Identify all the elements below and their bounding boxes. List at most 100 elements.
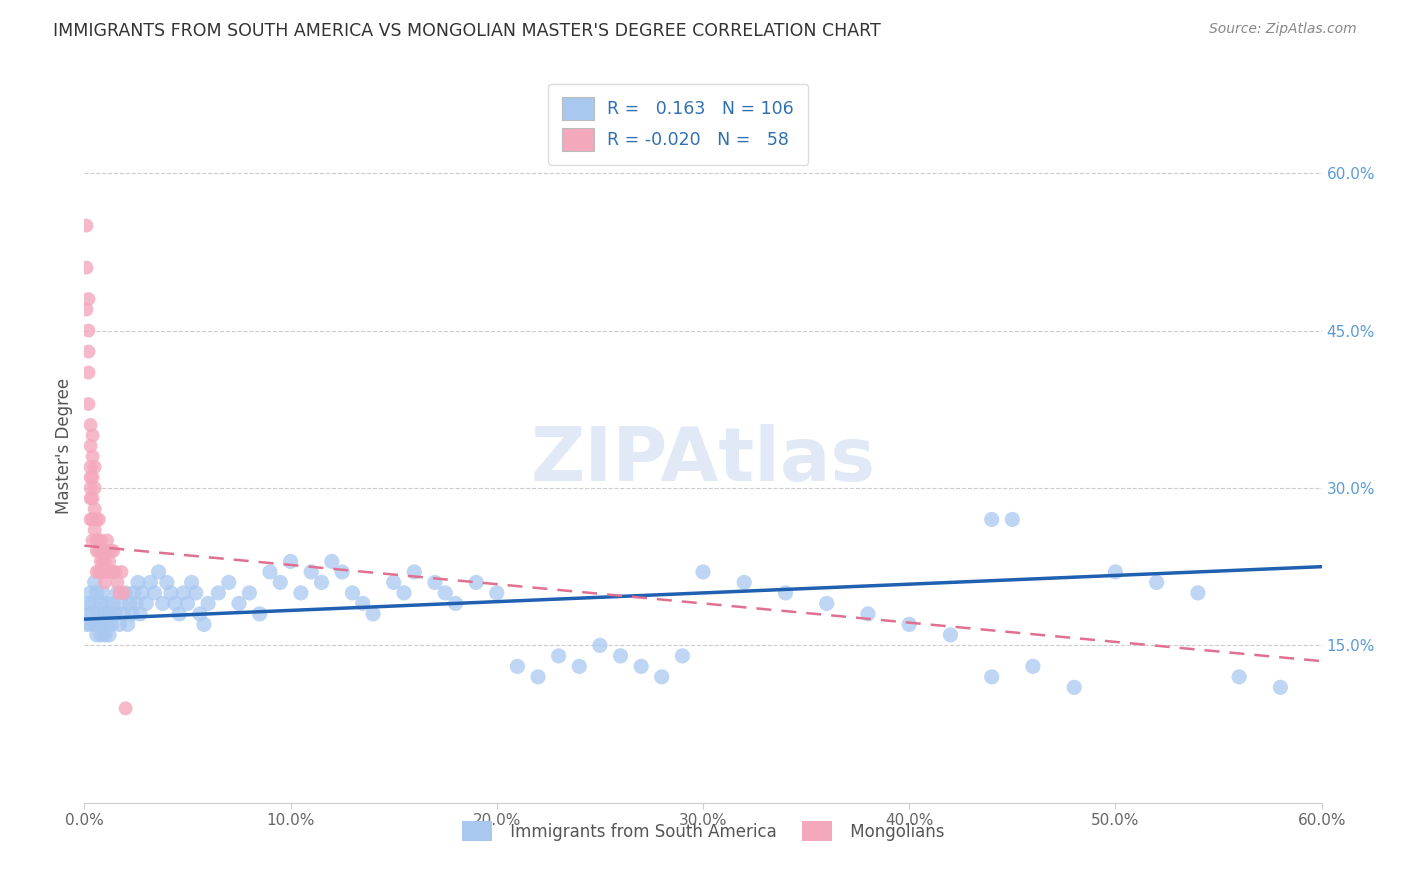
Point	[1146, 575, 1168, 590]
Point	[188, 607, 211, 621]
Point	[980, 670, 1002, 684]
Point	[96, 533, 118, 548]
Point	[589, 639, 612, 653]
Point	[121, 607, 143, 621]
Point	[290, 586, 312, 600]
Y-axis label: Master's Degree: Master's Degree	[55, 378, 73, 514]
Point	[815, 596, 838, 610]
Point	[361, 607, 384, 621]
Point	[82, 512, 104, 526]
Point	[87, 617, 110, 632]
Point	[79, 617, 101, 632]
Point	[83, 617, 105, 632]
Point	[79, 586, 101, 600]
Point	[91, 565, 114, 579]
Point	[91, 586, 114, 600]
Point	[112, 607, 135, 621]
Point	[86, 628, 108, 642]
Point	[1187, 586, 1209, 600]
Point	[94, 607, 117, 621]
Point	[79, 512, 101, 526]
Point	[392, 586, 415, 600]
Point	[91, 617, 114, 632]
Point	[352, 596, 374, 610]
Point	[104, 565, 127, 579]
Point	[75, 219, 97, 233]
Point	[733, 575, 755, 590]
Point	[75, 302, 97, 317]
Point	[79, 439, 101, 453]
Point	[83, 575, 105, 590]
Point	[259, 565, 281, 579]
Point	[98, 628, 121, 642]
Point	[103, 544, 125, 558]
Point	[103, 596, 125, 610]
Point	[82, 470, 104, 484]
Point	[108, 617, 131, 632]
Point	[100, 617, 122, 632]
Legend:  Immigrants from South America,  Mongolians: Immigrants from South America, Mongolian…	[456, 814, 950, 848]
Point	[1104, 565, 1126, 579]
Point	[129, 607, 152, 621]
Point	[135, 596, 157, 610]
Point	[630, 659, 652, 673]
Point	[77, 596, 100, 610]
Point	[1001, 512, 1024, 526]
Point	[77, 344, 100, 359]
Point	[404, 565, 426, 579]
Point	[382, 575, 405, 590]
Point	[75, 617, 97, 632]
Point	[207, 586, 229, 600]
Point	[775, 586, 797, 600]
Point	[103, 565, 125, 579]
Point	[91, 544, 114, 558]
Point	[110, 596, 132, 610]
Point	[118, 596, 141, 610]
Text: ZIPAtlas: ZIPAtlas	[530, 424, 876, 497]
Point	[152, 596, 174, 610]
Point	[108, 586, 131, 600]
Point	[86, 565, 108, 579]
Point	[87, 533, 110, 548]
Text: IMMIGRANTS FROM SOUTH AMERICA VS MONGOLIAN MASTER'S DEGREE CORRELATION CHART: IMMIGRANTS FROM SOUTH AMERICA VS MONGOLI…	[53, 22, 882, 40]
Point	[104, 607, 127, 621]
Point	[96, 596, 118, 610]
Point	[79, 491, 101, 506]
Point	[228, 596, 250, 610]
Point	[180, 575, 202, 590]
Point	[1270, 681, 1292, 695]
Point	[160, 586, 183, 600]
Point	[547, 648, 569, 663]
Point	[105, 575, 128, 590]
Point	[311, 575, 333, 590]
Point	[82, 491, 104, 506]
Point	[114, 586, 136, 600]
Point	[980, 512, 1002, 526]
Point	[330, 565, 353, 579]
Point	[856, 607, 879, 621]
Point	[342, 586, 364, 600]
Point	[86, 512, 108, 526]
Point	[114, 701, 136, 715]
Point	[1227, 670, 1250, 684]
Point	[167, 607, 190, 621]
Point	[193, 617, 215, 632]
Point	[671, 648, 693, 663]
Point	[83, 523, 105, 537]
Point	[485, 586, 508, 600]
Point	[90, 565, 112, 579]
Point	[1022, 659, 1045, 673]
Point	[139, 575, 162, 590]
Point	[100, 565, 122, 579]
Point	[98, 607, 121, 621]
Point	[79, 470, 101, 484]
Point	[184, 586, 207, 600]
Point	[176, 596, 198, 610]
Point	[156, 575, 179, 590]
Point	[86, 544, 108, 558]
Point	[77, 607, 100, 621]
Point	[506, 659, 529, 673]
Point	[87, 607, 110, 621]
Point	[94, 554, 117, 568]
Point	[321, 554, 343, 568]
